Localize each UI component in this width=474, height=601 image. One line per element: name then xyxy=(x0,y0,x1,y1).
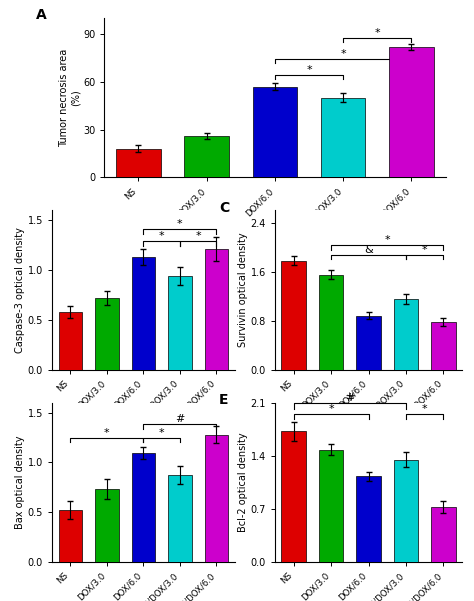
Bar xyxy=(389,47,434,177)
Y-axis label: Bax optical density: Bax optical density xyxy=(15,436,25,529)
Text: *: * xyxy=(177,219,182,229)
Text: *: * xyxy=(422,404,428,414)
Bar xyxy=(131,453,155,562)
Text: A: A xyxy=(36,8,47,22)
Text: *: * xyxy=(195,231,201,241)
Y-axis label: Survivin optical density: Survivin optical density xyxy=(238,233,248,347)
Bar xyxy=(394,299,418,370)
Bar xyxy=(431,322,456,370)
Text: *: * xyxy=(374,28,380,38)
Bar xyxy=(168,475,192,562)
Text: *: * xyxy=(328,404,334,414)
Text: C: C xyxy=(219,201,229,215)
Text: &: & xyxy=(364,245,373,255)
Text: *: * xyxy=(159,231,164,241)
Bar xyxy=(319,275,343,370)
Text: *: * xyxy=(104,427,109,438)
Bar xyxy=(168,276,192,370)
Text: *: * xyxy=(159,427,164,438)
Bar xyxy=(356,476,381,562)
Text: *: * xyxy=(340,49,346,59)
Y-axis label: Caspase-3 optical density: Caspase-3 optical density xyxy=(15,227,25,353)
Bar xyxy=(116,148,161,177)
Bar xyxy=(204,435,228,562)
Bar xyxy=(204,249,228,370)
Bar xyxy=(184,136,229,177)
Text: *: * xyxy=(306,64,312,75)
Bar xyxy=(394,460,418,562)
Bar xyxy=(356,316,381,370)
Bar xyxy=(58,510,82,562)
Text: #: # xyxy=(175,413,184,424)
Y-axis label: Tumor necrosis area
(%): Tumor necrosis area (%) xyxy=(59,49,80,147)
Text: *: * xyxy=(384,235,390,245)
Text: #: # xyxy=(345,394,355,403)
Bar xyxy=(131,257,155,370)
Bar xyxy=(321,97,365,177)
Text: *: * xyxy=(422,245,428,255)
Bar xyxy=(319,450,343,562)
Text: E: E xyxy=(219,393,228,407)
Bar xyxy=(431,507,456,562)
Bar xyxy=(95,298,119,370)
Bar xyxy=(253,87,297,177)
Y-axis label: Bcl-2 optical density: Bcl-2 optical density xyxy=(238,433,248,532)
Bar xyxy=(282,261,306,370)
Bar xyxy=(58,312,82,370)
Bar xyxy=(282,432,306,562)
Bar xyxy=(95,489,119,562)
